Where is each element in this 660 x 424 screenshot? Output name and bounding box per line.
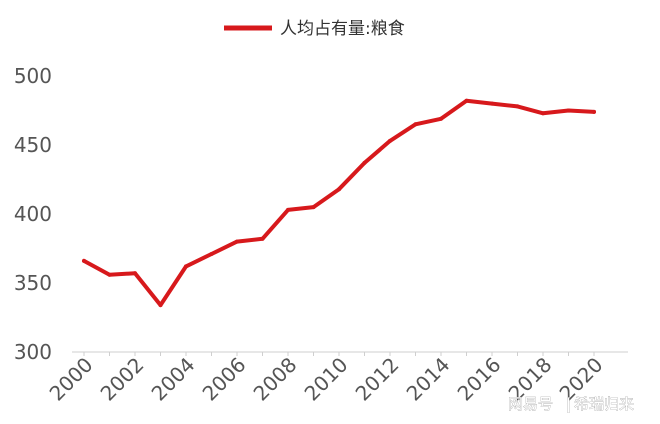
data-point: [413, 122, 418, 127]
legend: 人均占有量:粮食: [224, 19, 405, 39]
data-point: [235, 239, 239, 244]
data-point: [311, 205, 316, 210]
data-point: [541, 111, 545, 116]
x-tick-label: 2016: [453, 353, 506, 406]
y-axis-ticks: 300 350 400 450 500: [14, 64, 52, 364]
y-tick-label: 500: [14, 64, 52, 88]
data-point: [388, 138, 392, 143]
watermark-left: 网易号: [508, 395, 553, 413]
data-point: [209, 252, 214, 256]
y-tick-label: 450: [14, 133, 52, 157]
data-point: [464, 98, 469, 103]
x-tick-label: 2008: [249, 353, 302, 406]
data-point: [362, 160, 367, 165]
y-tick-label: 400: [14, 202, 52, 226]
x-tick-label: 2006: [198, 353, 251, 406]
data-points: [82, 98, 596, 308]
legend-label: 人均占有量:粮食: [280, 19, 405, 39]
x-tick-label: 2002: [96, 353, 149, 406]
y-tick-label: 350: [14, 271, 52, 295]
data-point: [184, 264, 188, 269]
data-point: [286, 207, 290, 212]
data-point: [133, 271, 137, 276]
x-tick-label: 2014: [402, 353, 455, 406]
x-tick-label: 2000: [45, 353, 98, 406]
x-tick-label: 2010: [300, 353, 353, 406]
data-point: [439, 116, 443, 121]
data-point: [82, 258, 86, 263]
data-point: [260, 236, 265, 241]
x-tick-label: 2012: [351, 353, 404, 406]
data-point: [592, 109, 596, 114]
watermark-separator: |: [566, 395, 571, 413]
data-point: [566, 108, 571, 113]
data-point: [337, 187, 341, 192]
data-point: [490, 101, 494, 106]
watermark-right: 希瑞归来: [574, 395, 634, 413]
y-tick-label: 300: [14, 340, 52, 364]
series-line-grain-per-capita: [82, 98, 596, 308]
watermark: 网易号 | 希瑞归来: [508, 395, 635, 414]
x-tick-label: 2004: [147, 353, 200, 406]
data-point: [515, 104, 520, 109]
data-point: [158, 303, 163, 308]
data-point: [107, 272, 112, 277]
